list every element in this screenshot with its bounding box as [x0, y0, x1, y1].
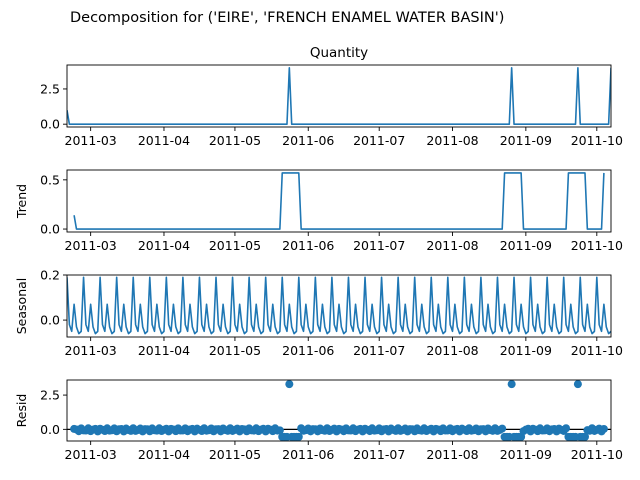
resid-point-213	[573, 380, 582, 389]
resid-point-87	[275, 426, 284, 435]
trend-xtick-label-7: 2011-10	[571, 238, 623, 253]
resid-point-181	[498, 424, 507, 433]
trend-xtick-label-4: 2011-07	[353, 238, 405, 253]
resid-point-91	[285, 380, 294, 389]
seasonal-xtick-label-0: 2011-03	[65, 343, 117, 358]
resid-xtick-label-4: 2011-07	[353, 447, 405, 462]
resid-xtick-label-3: 2011-06	[282, 447, 334, 462]
trend-xtick-label-0: 2011-03	[65, 238, 117, 253]
panel-seasonal: 0.0 0.2 2011-03 2011-04 2011-05 2011-06 2011-0…	[14, 268, 623, 359]
trend-line	[73, 172, 605, 230]
panel-trend: 0.0 0.5 2011-03 2011-04 2011-05 2011-06 2011-0…	[14, 169, 623, 253]
observed-xtick-label-6: 2011-09	[500, 133, 552, 148]
seasonal-xtick-label-6: 2011-09	[500, 343, 552, 358]
seasonal-xtick-label-1: 2011-04	[138, 343, 190, 358]
trend-xtick-label-3: 2011-06	[282, 238, 334, 253]
seasonal-xtick-label-5: 2011-08	[426, 343, 478, 358]
resid-point-216	[580, 432, 589, 441]
trend-xtick-label-2: 2011-05	[209, 238, 261, 253]
observed-xtick-label-3: 2011-06	[282, 133, 334, 148]
observed-line	[67, 67, 611, 125]
resid-xtick-label-6: 2011-09	[500, 447, 552, 462]
resid-point-224	[599, 424, 608, 433]
resid-point-208	[562, 424, 571, 433]
observed-xtick-label-1: 2011-04	[138, 133, 190, 148]
resid-xtick-label-0: 2011-03	[65, 447, 117, 462]
trend-ylabel: Trend	[14, 184, 29, 219]
trend-xtick-label-5: 2011-08	[426, 238, 478, 253]
resid-axes-frame	[66, 379, 612, 442]
observed-title: Quantity	[310, 45, 368, 61]
observed-xtick-label-2: 2011-05	[209, 133, 261, 148]
seasonal-ytick-label-0: 0.0	[40, 313, 60, 328]
resid-xtick-label-2: 2011-05	[209, 447, 261, 462]
resid-point-185	[507, 380, 516, 389]
observed-ytick-label-0: 0.0	[40, 117, 60, 132]
seasonal-xtick-label-2: 2011-05	[209, 343, 261, 358]
seasonal-ytick-label-1: 0.2	[40, 268, 60, 283]
seasonal-ylabel: Seasonal	[14, 278, 29, 335]
resid-xtick-label-7: 2011-10	[571, 447, 623, 462]
seasonal-xtick-label-7: 2011-10	[571, 343, 623, 358]
observed-axes-frame	[66, 64, 612, 128]
panel-observed: 0.0 2.5 2011-03 2011-04 2011-05 2011-06 2011-0…	[40, 45, 623, 148]
seasonal-xtick-label-3: 2011-06	[282, 343, 334, 358]
resid-ytick-label-1: 2.5	[40, 388, 60, 403]
observed-xtick-label-5: 2011-08	[426, 133, 478, 148]
panels-group: 0.0 2.5 2011-03 2011-04 2011-05 2011-06 2011-0…	[14, 45, 623, 462]
observed-xtick-label-4: 2011-07	[353, 133, 405, 148]
observed-xtick-label-7: 2011-10	[571, 133, 623, 148]
seasonal-xtick-label-4: 2011-07	[353, 343, 405, 358]
observed-xtick-label-0: 2011-03	[65, 133, 117, 148]
trend-ytick-label-0: 0.0	[40, 222, 60, 237]
seasonal-axes-frame	[66, 274, 612, 338]
chart-suptitle: Decomposition for ('EIRE', 'FRENCH ENAME…	[70, 10, 504, 26]
observed-ytick-label-1: 2.5	[40, 81, 60, 96]
resid-xtick-label-5: 2011-08	[426, 447, 478, 462]
seasonal-line	[67, 276, 611, 335]
trend-ytick-label-1: 0.5	[40, 172, 60, 187]
resid-point-95	[294, 432, 303, 441]
resid-xtick-label-1: 2011-04	[138, 447, 190, 462]
trend-xtick-label-1: 2011-04	[138, 238, 190, 253]
trend-xtick-label-6: 2011-09	[500, 238, 552, 253]
resid-ytick-label-0: 0.0	[40, 422, 60, 437]
resid-ylabel: Resid	[14, 394, 29, 428]
panel-resid: 0.0 2.5 2011-03 2011-04 2011-05 2011-06 2011-0…	[14, 379, 623, 462]
trend-axes-frame	[66, 169, 612, 233]
